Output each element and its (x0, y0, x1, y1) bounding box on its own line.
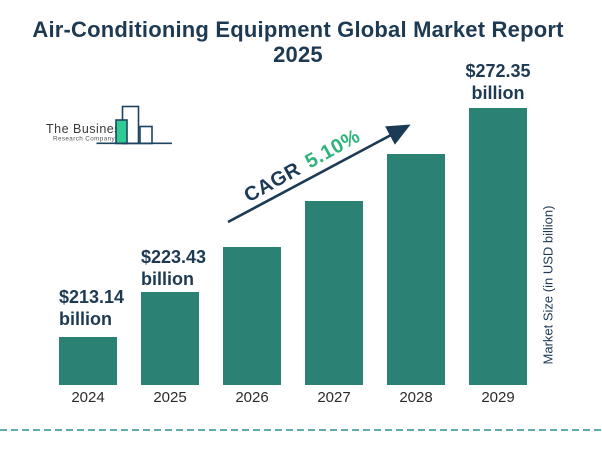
chart-title: Air-Conditioning Equipment Global Market… (32, 17, 564, 67)
value-unit: billion (59, 309, 112, 329)
logo-text: The Business (46, 122, 128, 136)
bar-2024 (59, 337, 117, 385)
value-amount: $213.14 (59, 287, 125, 307)
bar-2026 (223, 247, 281, 385)
value-unit: billion (141, 269, 194, 289)
cagr-prefix: CAGR (240, 158, 305, 207)
value-unit: billion (471, 83, 525, 103)
value-label-2024: $213.14 billion (59, 286, 124, 330)
year-label-2028: 2028 (399, 389, 433, 406)
year-label-2026: 2026 (235, 389, 269, 406)
bottom-dashed-divider (0, 429, 602, 431)
bar-2025 (141, 292, 199, 385)
bar-2029 (469, 108, 527, 385)
bar-2027 (305, 201, 363, 385)
cagr-label: CAGR5.10% (241, 125, 365, 208)
logo-subtext: Research Company (53, 136, 115, 143)
value-amount: $223.43 (141, 247, 207, 267)
year-label-2029: 2029 (481, 389, 515, 406)
year-label-2024: 2024 (71, 389, 105, 406)
value-label-2025: $223.43 billion (141, 246, 206, 290)
y-axis-label: Market Size (in USD billion) (540, 205, 556, 365)
year-label-2027: 2027 (317, 389, 351, 406)
bar-2028 (387, 154, 445, 385)
value-label-2029: $272.35 billion (465, 60, 530, 104)
logo-bars-icon (96, 105, 172, 145)
year-label-2025: 2025 (153, 389, 187, 406)
cagr-value: 5.10% (301, 125, 365, 174)
value-amount: $272.35 (465, 61, 531, 81)
company-logo: The Business Research Company (46, 105, 172, 145)
